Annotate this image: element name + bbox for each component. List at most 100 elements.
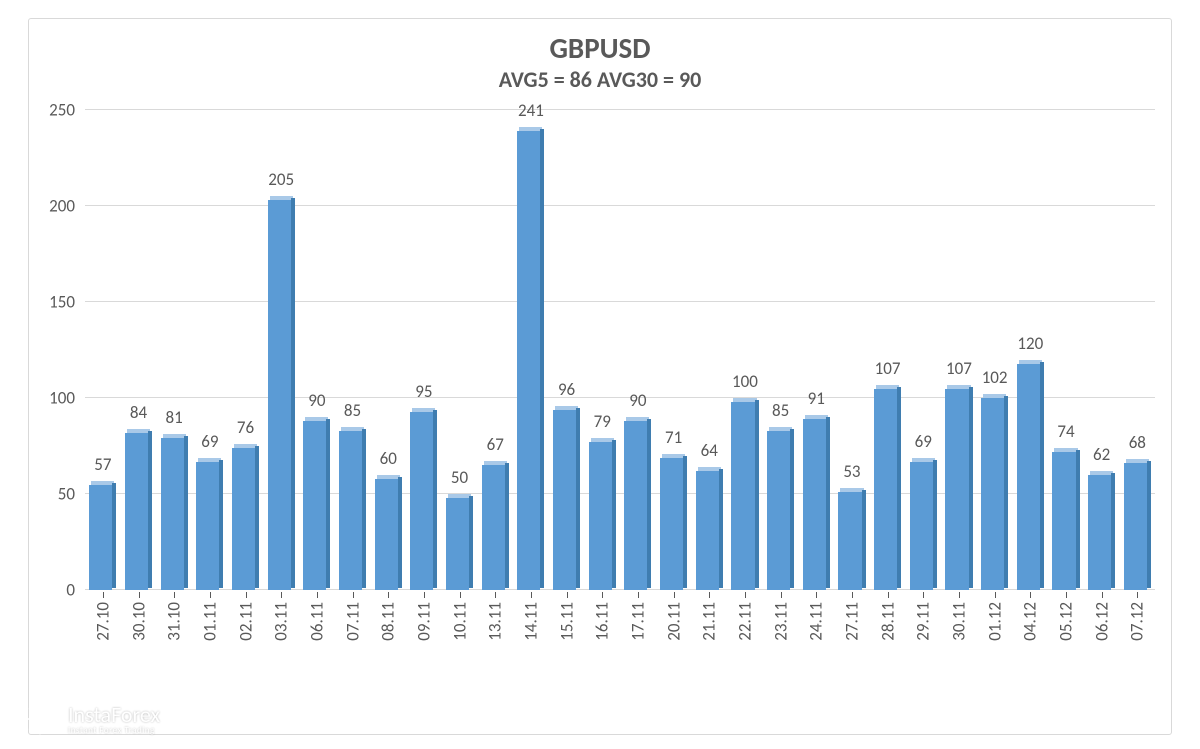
bar-value-label: 81	[166, 407, 183, 428]
bar-side	[1076, 450, 1080, 588]
bar-top	[626, 417, 649, 421]
bar-face	[660, 458, 683, 590]
bar-slot: 53	[834, 110, 870, 590]
x-tick-label: 16.11	[592, 602, 613, 641]
bar-face	[268, 200, 291, 590]
x-tick: 30.11	[941, 592, 977, 712]
bar-side	[219, 460, 223, 588]
bar-slot: 96	[549, 110, 585, 590]
plot-area: 5784816976205908560955067241967990716410…	[85, 110, 1155, 590]
bar-top	[1054, 448, 1077, 452]
bar-side	[469, 496, 473, 588]
x-tick: 13.11	[477, 592, 513, 712]
x-tick: 05.12	[1048, 592, 1084, 712]
x-tick-mark	[923, 592, 924, 598]
bar-value-label: 60	[380, 448, 397, 469]
x-tick-label: 07.11	[342, 602, 363, 641]
bar-face	[624, 421, 647, 590]
bar-face	[981, 398, 1004, 590]
x-tick: 06.12	[1084, 592, 1120, 712]
x-tick-label: 30.10	[128, 602, 149, 641]
x-tick-label: 29.11	[913, 602, 934, 641]
bar-top	[983, 394, 1006, 398]
bar-slot: 84	[121, 110, 157, 590]
x-tick-label: 02.11	[235, 602, 256, 641]
bar-side	[683, 456, 687, 588]
bar-side	[647, 419, 651, 588]
chart-title: GBPUSD	[0, 30, 1200, 66]
bar-slot: 107	[870, 110, 906, 590]
bar-slot: 100	[727, 110, 763, 590]
bar-slot: 81	[156, 110, 192, 590]
bar-side	[612, 440, 616, 588]
bar-top	[198, 458, 221, 462]
bar-slot: 74	[1048, 110, 1084, 590]
x-tick-mark	[353, 592, 354, 598]
bar-face	[731, 402, 754, 590]
bar-top	[947, 385, 970, 389]
bar-top	[733, 398, 756, 402]
bar: 81	[161, 434, 188, 590]
x-tick-label: 31.10	[164, 602, 185, 641]
bar-top	[234, 444, 257, 448]
x-tick: 09.11	[406, 592, 442, 712]
x-tick: 20.11	[656, 592, 692, 712]
bar-slot: 95	[406, 110, 442, 590]
bar-face	[1052, 452, 1075, 590]
x-tick-mark	[103, 592, 104, 598]
x-tick: 21.11	[691, 592, 727, 712]
bar-top	[591, 438, 614, 442]
bar-value-label: 205	[268, 169, 294, 190]
x-tick: 10.11	[442, 592, 478, 712]
bar-slot: 107	[941, 110, 977, 590]
brand-text: InstaForex Instant Forex Trading	[68, 703, 160, 736]
bar-face	[339, 431, 362, 590]
x-tick-mark	[495, 592, 496, 598]
bar-face	[125, 433, 148, 590]
bar-face	[696, 471, 719, 590]
bar-side	[826, 417, 830, 588]
bar-face	[232, 448, 255, 590]
x-tick: 15.11	[549, 592, 585, 712]
x-tick-label: 03.11	[271, 602, 292, 641]
x-tick-mark	[1066, 592, 1067, 598]
x-tick-label: 23.11	[770, 602, 791, 641]
bar: 57	[89, 481, 116, 590]
x-tick-label: 07.12	[1127, 602, 1148, 641]
bar-top	[91, 481, 114, 485]
y-tick-label: 50	[58, 484, 75, 505]
x-tick-mark	[1137, 592, 1138, 598]
bar-slot: 64	[691, 110, 727, 590]
bar-slot: 69	[192, 110, 228, 590]
bar: 74	[1052, 448, 1079, 590]
bar-top	[377, 475, 400, 479]
x-tick-mark	[317, 592, 318, 598]
bar-slot: 71	[656, 110, 692, 590]
bar-side	[576, 408, 580, 588]
bar-value-label: 91	[808, 388, 825, 409]
x-tick-mark	[1102, 592, 1103, 598]
bar: 205	[268, 196, 295, 590]
bar-side	[1040, 362, 1044, 588]
bar: 91	[803, 415, 830, 590]
bar-value-label: 100	[732, 371, 758, 392]
bar-face	[161, 438, 184, 590]
bar-top	[769, 427, 792, 431]
brand-icon	[22, 701, 58, 737]
bar: 69	[910, 458, 937, 590]
bar-slot: 76	[228, 110, 264, 590]
bar-value-label: 62	[1093, 444, 1110, 465]
x-tick-mark	[709, 592, 710, 598]
bar-side	[719, 469, 723, 588]
bar-face	[89, 485, 112, 590]
bar-slot: 57	[85, 110, 121, 590]
x-tick: 23.11	[763, 592, 799, 712]
bar-value-label: 67	[487, 434, 504, 455]
bar-slot: 91	[798, 110, 834, 590]
bar-side	[505, 463, 509, 588]
bar-side	[1147, 461, 1151, 588]
x-tick-mark	[781, 592, 782, 598]
bar-side	[933, 460, 937, 588]
bar-top	[1019, 360, 1042, 364]
x-tick-mark	[816, 592, 817, 598]
